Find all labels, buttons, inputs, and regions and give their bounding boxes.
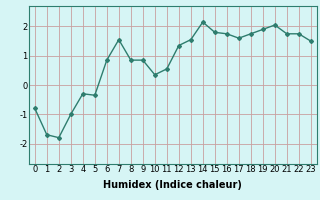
- X-axis label: Humidex (Indice chaleur): Humidex (Indice chaleur): [103, 180, 242, 190]
